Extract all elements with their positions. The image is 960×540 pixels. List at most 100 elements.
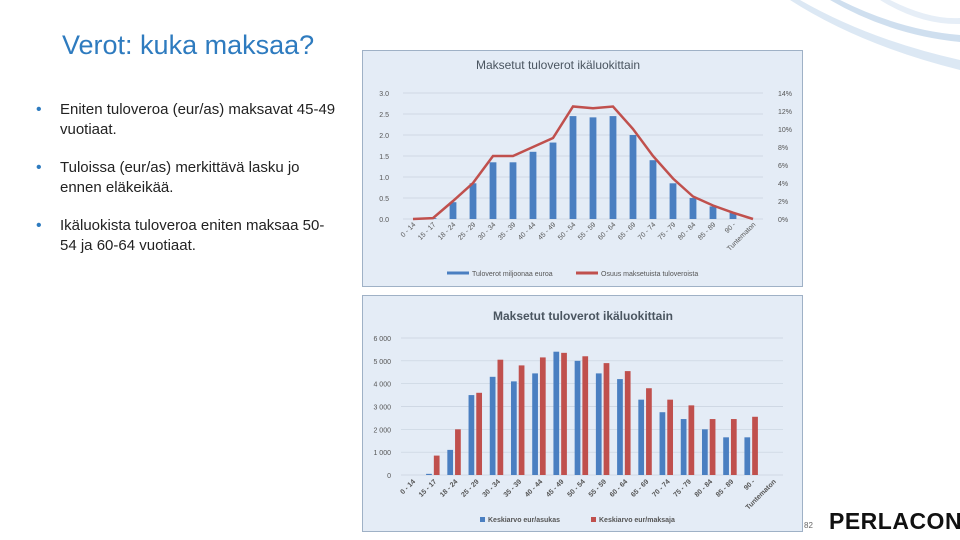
x-tick-label: 35 - 39: [497, 221, 517, 241]
x-tick-label: 80 - 84: [694, 478, 714, 498]
legend-label-resident: Keskiarvo eur/asukas: [488, 517, 560, 524]
bar: [589, 117, 597, 219]
bar-per-resident: [553, 351, 560, 475]
tax-share-chart: Maksetut tuloverot ikäluokittain 3.0 2.5 2.…: [362, 50, 803, 287]
x-tick-label: 0 - 14: [400, 221, 418, 239]
bar-per-resident: [595, 373, 602, 475]
bar: [529, 151, 537, 219]
chart-title: Maksetut tuloverot ikäluokittain: [493, 309, 673, 323]
x-tick-label: 75 - 79: [657, 221, 677, 241]
bar: [689, 198, 697, 219]
legend-swatch-resident: [480, 517, 485, 522]
x-tick-label: 90 -: [743, 478, 757, 492]
y-tick-label: 4 000: [373, 382, 391, 389]
y-tick-label-right: 4%: [778, 181, 788, 188]
bullet-text: Eniten tuloveroa (eur/as) maksavat 45-49…: [60, 101, 336, 138]
x-tick-label: 60 - 64: [597, 221, 617, 241]
y-tick-label-right: 14%: [778, 91, 792, 98]
y-tick-label-left: 2.5: [379, 112, 389, 119]
bullet-dot-icon: •: [36, 159, 42, 176]
x-tick-label: 18 - 24: [439, 478, 459, 498]
bar: [469, 183, 477, 219]
bar: [669, 183, 677, 219]
x-tick-label: 45 - 49: [545, 478, 565, 498]
bar-per-payer: [709, 419, 716, 475]
bar-per-payer: [518, 365, 525, 475]
y-tick-label: 5 000: [373, 359, 391, 366]
bar-per-resident: [468, 395, 475, 475]
x-tick-label: 65 - 69: [630, 478, 650, 498]
bar: [729, 212, 737, 219]
x-tick-label: 35 - 39: [503, 478, 523, 498]
x-tick-label: 90 -: [724, 221, 738, 235]
chart-title: Maksetut tuloverot ikäluokittain: [476, 58, 640, 72]
x-tick-label: 0 - 14: [399, 478, 417, 496]
bullet-dot-icon: •: [36, 217, 42, 234]
bar: [489, 162, 497, 219]
bullet-list: • Eniten tuloveroa (eur/as) maksavat 45-4…: [36, 100, 336, 274]
bar-per-resident: [744, 437, 751, 475]
bar-per-resident: [638, 399, 645, 475]
x-tick-label: 70 - 74: [651, 478, 671, 498]
tax-share-chart-svg: Maksetut tuloverot ikäluokittain 3.0 2.5 2.…: [379, 58, 792, 278]
y-tick-label-right: 10%: [778, 127, 792, 134]
x-tick-label: 45 - 49: [537, 221, 557, 241]
y-tick-label-left: 1.0: [379, 175, 389, 182]
y-tick-label-left: 3.0: [379, 91, 389, 98]
y-tick-label: 6 000: [373, 336, 391, 343]
bar-per-resident: [617, 379, 623, 475]
bullet-item: • Eniten tuloveroa (eur/as) maksavat 45-4…: [36, 100, 336, 140]
y-tick-label: 0: [387, 473, 391, 480]
bar-per-resident: [680, 419, 687, 475]
y-tick-label-right: 8%: [778, 145, 788, 152]
x-tick-label: 85 - 89: [715, 478, 735, 498]
bar: [609, 116, 617, 219]
bar-per-payer: [539, 357, 546, 475]
x-tick-label: 40 - 44: [517, 221, 537, 241]
bar-per-resident: [659, 412, 666, 475]
x-tick-label: 50 - 54: [566, 478, 586, 498]
bar-per-payer: [603, 363, 610, 475]
x-tick-label: 15 - 17: [417, 221, 437, 241]
x-tick-label: 50 - 54: [557, 221, 577, 241]
company-logo: PERLACON: [829, 508, 960, 534]
bar-per-payer: [667, 399, 674, 475]
y-tick-label-right: 6%: [778, 163, 788, 170]
y-tick-label-left: 0.5: [379, 196, 389, 203]
bar-per-payer: [582, 356, 589, 475]
bar-per-resident: [426, 473, 432, 475]
bar-per-payer: [497, 359, 504, 475]
page-number: 82: [804, 521, 813, 530]
legend-label-bars: Tuloverot miljoonaa euroa: [472, 271, 553, 278]
decorative-swoosh-icon: [790, 0, 960, 70]
bar: [649, 160, 657, 219]
x-tick-label: 65 - 69: [617, 221, 637, 241]
x-tick-label: 40 - 44: [524, 478, 544, 498]
x-tick-label: 30 - 34: [477, 221, 497, 241]
bar: [569, 116, 577, 219]
y-tick-label-right: 0%: [778, 217, 788, 224]
bar-per-resident: [510, 381, 517, 475]
legend-label-line: Osuus maksetuista tuloveroista: [601, 271, 698, 278]
bar-per-payer: [646, 388, 652, 475]
y-tick-label: 3 000: [373, 405, 391, 412]
average-tax-chart: Maksetut tuloverot ikäluokittain 6 000 5 0…: [362, 295, 803, 532]
y-tick-label-right: 12%: [778, 109, 792, 116]
bar-per-payer: [433, 455, 440, 475]
bar-per-payer: [730, 419, 737, 475]
bullet-text: Ikäluokista tuloveroa eniten maksaa 50-5…: [60, 217, 325, 254]
bar-per-resident: [574, 360, 581, 475]
bullet-text: Tuloissa (eur/as) merkittävä lasku jo en…: [60, 159, 300, 196]
bar: [549, 142, 557, 219]
legend-label-payer: Keskiarvo eur/maksaja: [599, 517, 675, 524]
bar-per-payer: [455, 429, 461, 475]
y-tick-label-left: 1.5: [379, 154, 389, 161]
x-tick-label: 18 - 24: [437, 221, 457, 241]
x-tick-label: 60 - 64: [609, 478, 629, 498]
bar-per-payer: [476, 392, 483, 475]
bullet-item: • Tuloissa (eur/as) merkittävä lasku jo e…: [36, 158, 336, 198]
x-tick-label: 25 - 29: [460, 478, 480, 498]
bar-per-payer: [688, 405, 695, 475]
bar-per-payer: [624, 371, 631, 475]
y-tick-label: 2 000: [373, 427, 391, 434]
